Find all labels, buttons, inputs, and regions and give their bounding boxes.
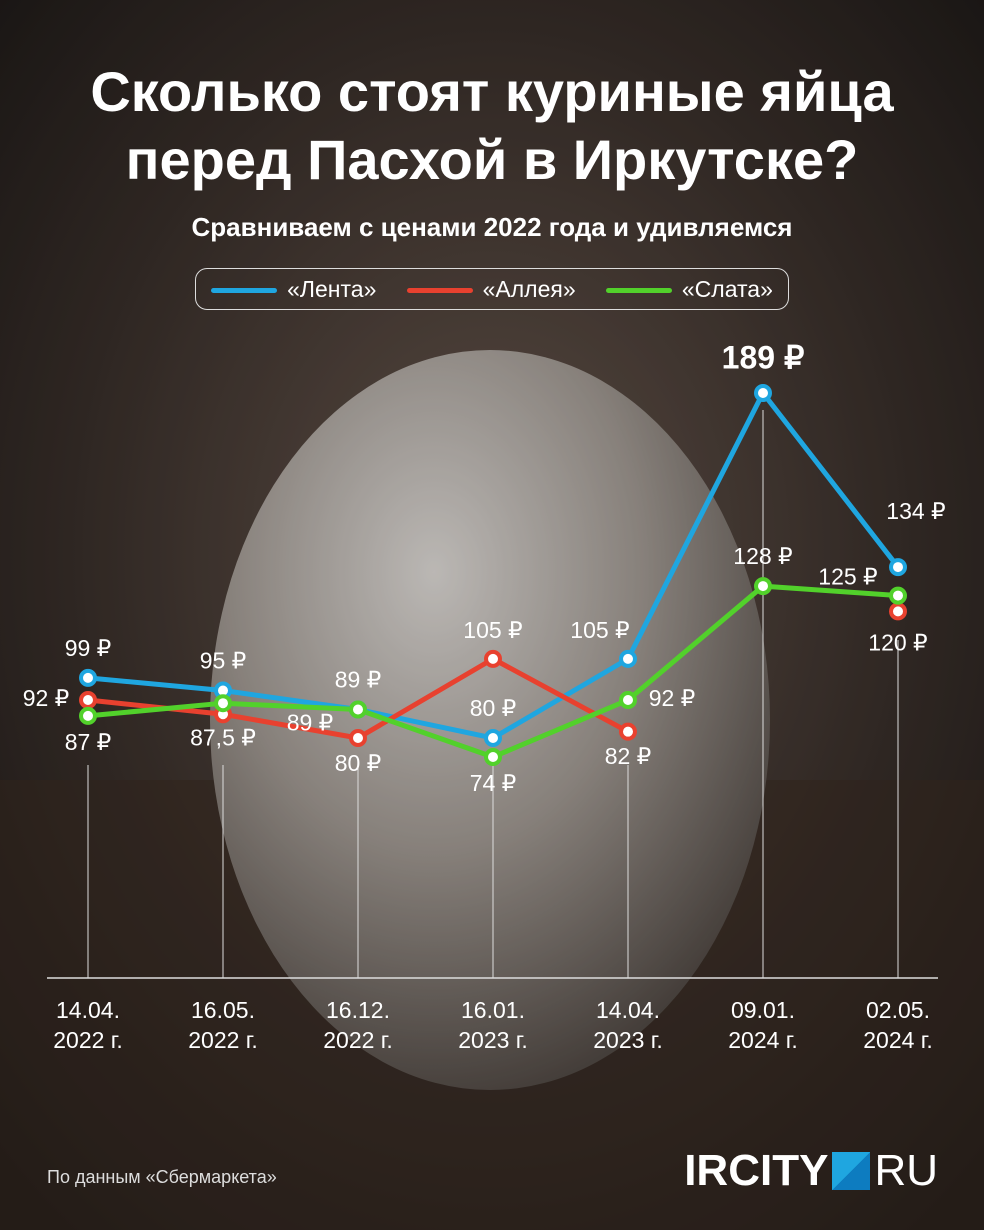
legend-label: «Лента» (287, 275, 377, 302)
point (889, 558, 907, 577)
x-tick-label: 02.05. (866, 997, 930, 1023)
data-label: 87,5 ₽ (190, 724, 256, 750)
point (754, 384, 772, 402)
point (349, 729, 367, 748)
data-label: 80 ₽ (335, 750, 382, 776)
data-label: 189 ₽ (722, 339, 805, 375)
x-tick-label: 16.12. (326, 997, 390, 1023)
x-tick-label: 2024 г. (728, 1027, 798, 1053)
data-label: 128 ₽ (733, 543, 792, 569)
egg (210, 350, 770, 1090)
legend-swatch (211, 287, 278, 293)
x-tick-label: 2023 г. (458, 1027, 528, 1053)
x-tick-label: 2022 г. (53, 1027, 123, 1053)
point (79, 668, 97, 687)
data-label: 89 ₽ (287, 710, 334, 736)
legend: «Лента» «Аллея» «Слата» (195, 268, 789, 310)
data-label: 95 ₽ (200, 648, 247, 674)
x-tick-label: 2023 г. (593, 1027, 663, 1053)
data-label: 120 ₽ (868, 629, 927, 655)
point (484, 748, 502, 766)
x-tick-label: 2022 г. (188, 1027, 258, 1053)
x-tick-label: 2024 г. (863, 1027, 933, 1053)
legend-label: «Слата» (681, 275, 773, 302)
title: Сколько стоят куриные яйца перед Пасхой … (90, 60, 894, 191)
point (619, 722, 637, 741)
subtitle: Сравниваем с ценами 2022 года и удивляем… (191, 212, 793, 242)
data-label: 82 ₽ (605, 743, 652, 769)
x-tick-label: 14.04. (56, 997, 120, 1023)
x-tick-label: 16.01. (461, 997, 525, 1023)
point (349, 700, 367, 719)
x-tick-label: 14.04. (596, 997, 660, 1023)
logo-text: IRCITY (684, 1146, 829, 1195)
point (754, 577, 772, 596)
x-tick-label: 2022 г. (323, 1027, 393, 1053)
source: По данным «Сбермаркета» (47, 1167, 277, 1187)
legend-swatch (406, 287, 473, 293)
legend-item: «Слата» (605, 275, 773, 303)
point (889, 586, 907, 605)
x-tick-label: 16.05. (191, 997, 255, 1023)
point (79, 691, 97, 710)
data-label: 80 ₽ (470, 695, 517, 721)
point (484, 649, 502, 668)
data-label: 134 ₽ (886, 498, 945, 524)
legend-item: «Аллея» (406, 275, 576, 303)
legend-label: «Аллея» (482, 275, 576, 302)
x-tick-label: 09.01. (731, 997, 795, 1023)
data-label: 125 ₽ (818, 564, 877, 590)
point (79, 706, 97, 725)
data-label: 92 ₽ (649, 685, 696, 711)
point (889, 602, 907, 621)
logo-text: RU (874, 1146, 938, 1195)
point (619, 691, 637, 710)
data-label: 105 ₽ (463, 617, 522, 643)
data-label: 87 ₽ (65, 729, 112, 755)
point (214, 694, 232, 713)
point (619, 649, 637, 668)
plot: 14.04. 2022 г. 16.05. 2022 г. 16.12. 2022 г. 1… (23, 339, 946, 1053)
data-label: 99 ₽ (65, 635, 112, 661)
logo: IRCITY RU (684, 1146, 938, 1196)
data-label: 74 ₽ (470, 770, 517, 796)
data-label: 89 ₽ (335, 667, 382, 693)
point (484, 729, 502, 748)
logo-square (832, 1152, 871, 1190)
legend-swatch (605, 287, 672, 293)
data-label: 92 ₽ (23, 685, 70, 711)
legend-item: «Лента» (211, 276, 376, 303)
data-label: 105 ₽ (570, 617, 629, 643)
